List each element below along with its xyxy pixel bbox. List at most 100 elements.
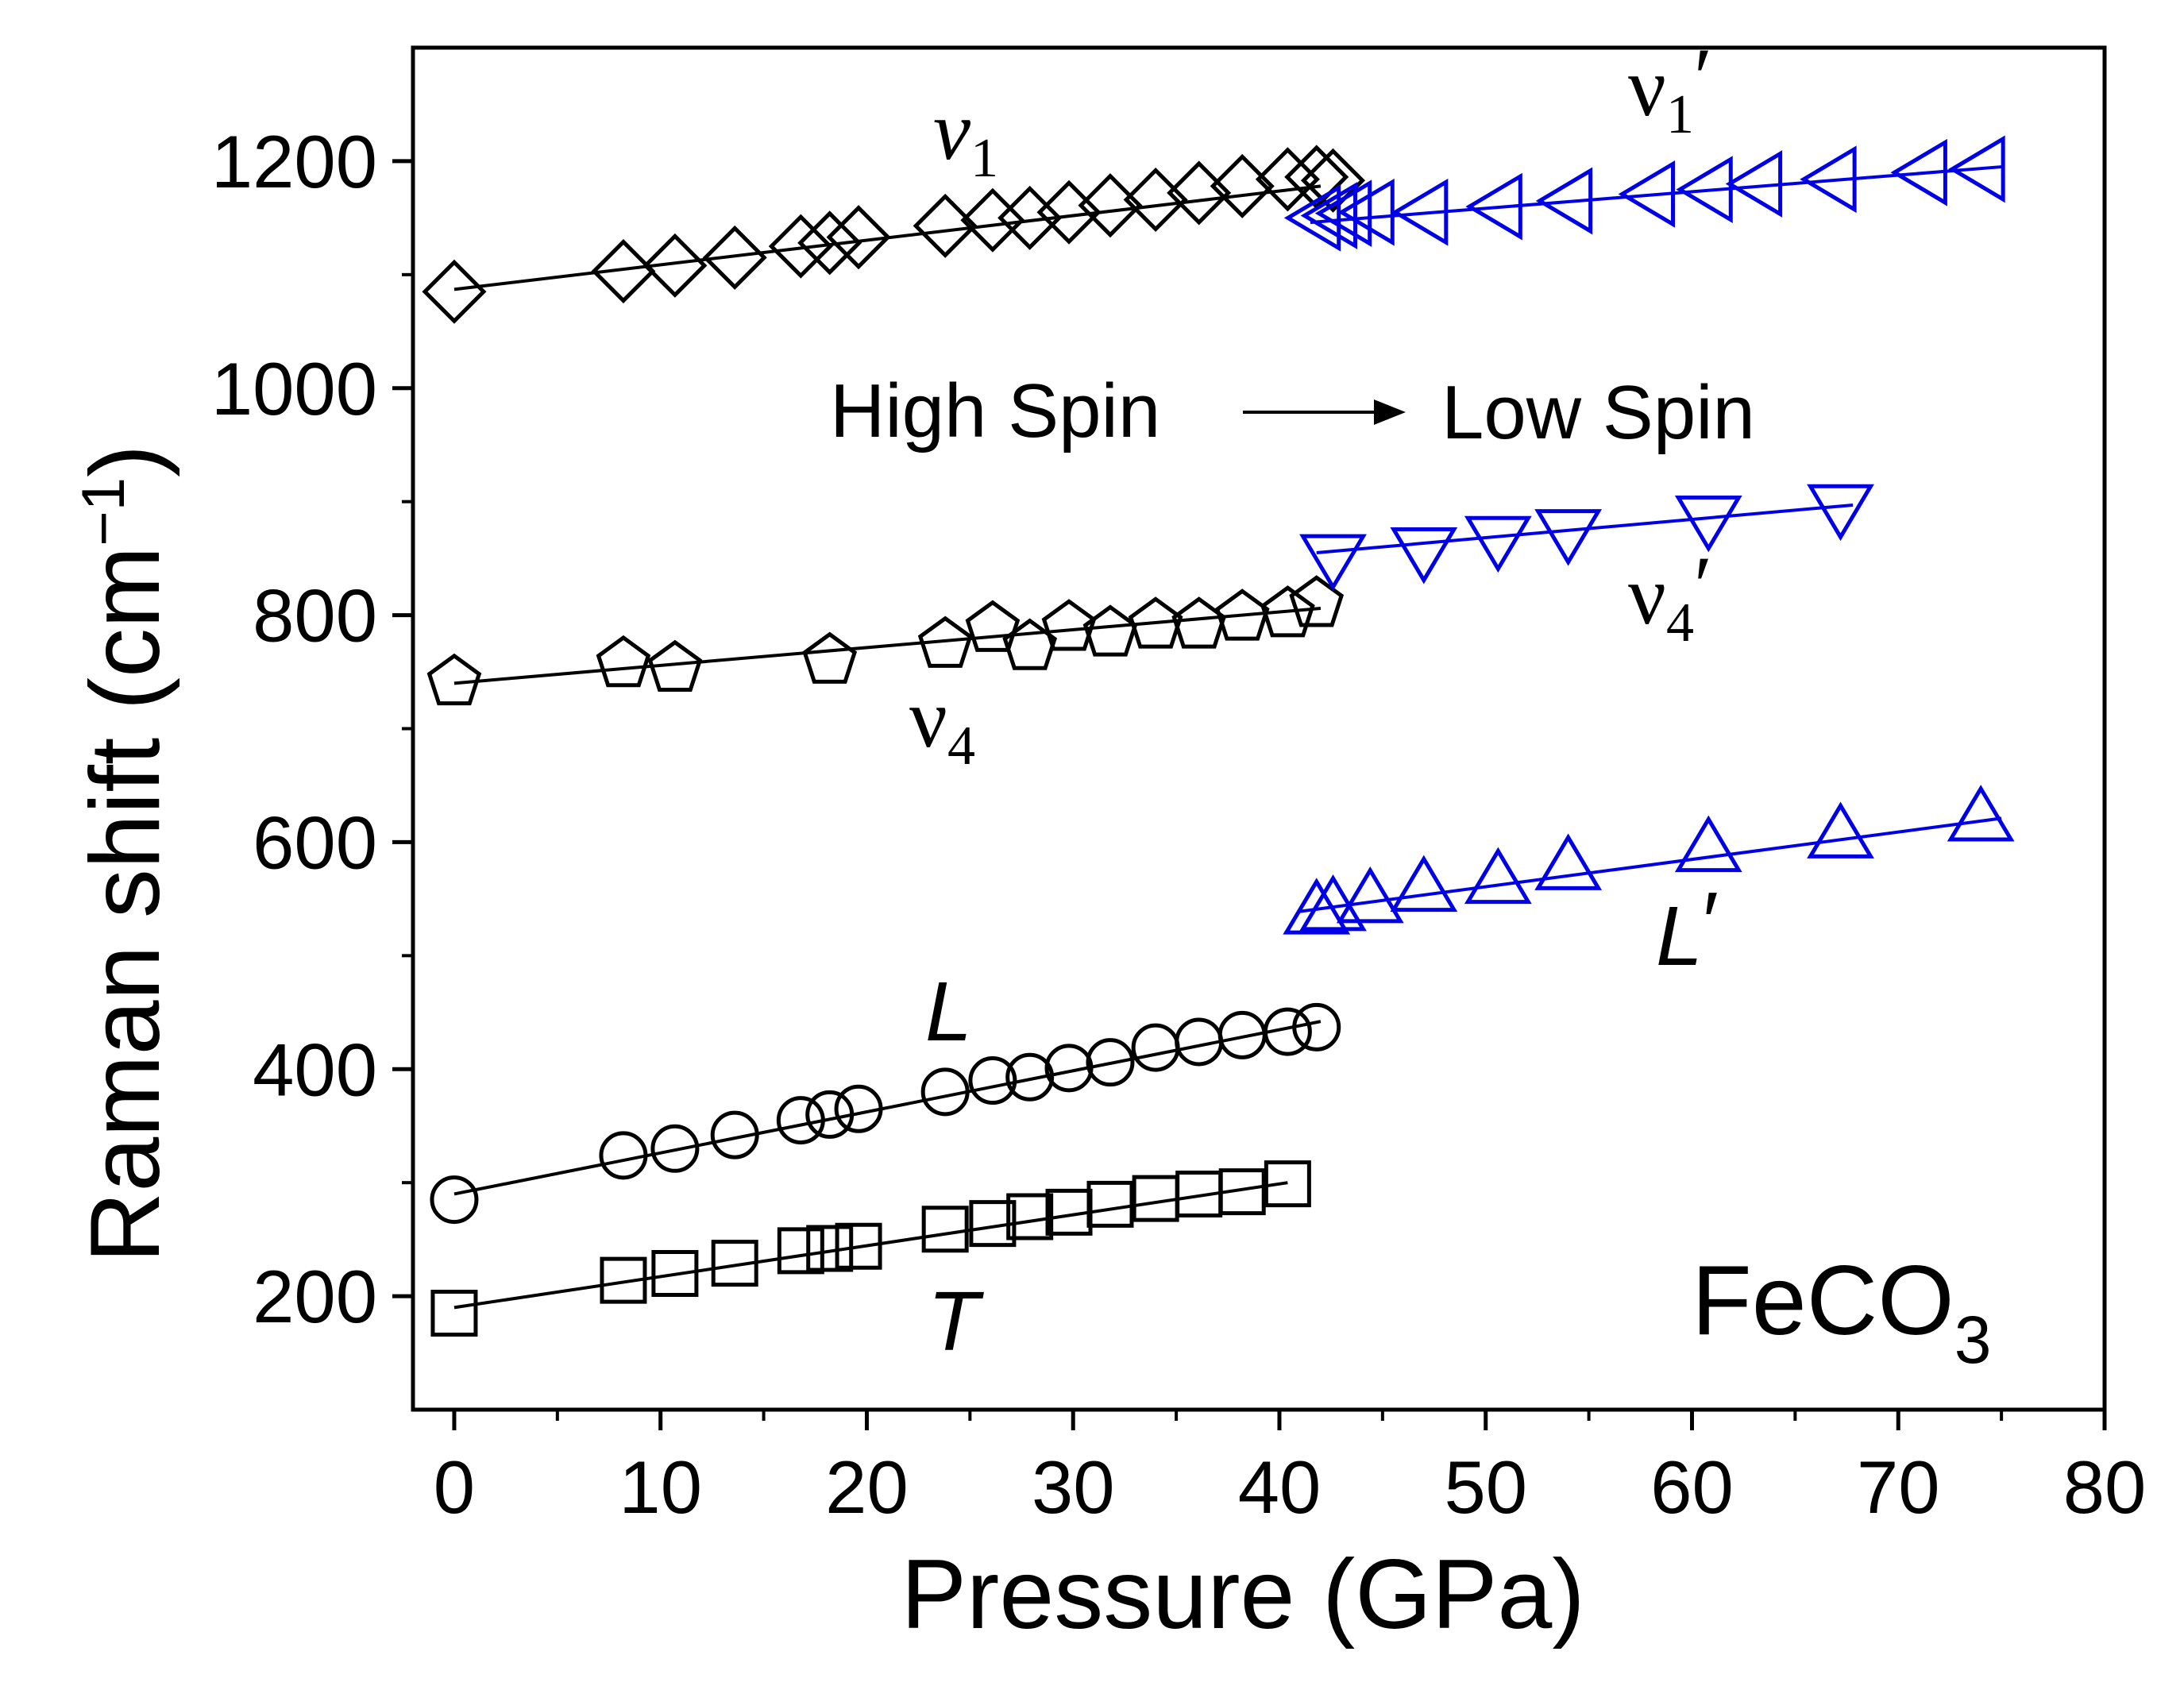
point-series-6-11 [1086,1180,1134,1228]
point-series-6-15 [1264,1160,1311,1208]
point-series-5-7 [1807,801,1874,859]
label-nu4p-prime: ′ [1694,539,1712,632]
point-series-3-5 [1807,484,1874,542]
point-series-6-2 [651,1250,699,1297]
label-nu1: ν1 [933,84,998,189]
point-series-0-15 [1255,147,1320,212]
y-tick-label: 1200 [211,120,377,203]
point-series-1-2 [1314,179,1372,248]
point-series-5-8 [1947,785,2015,842]
point-series-1-1 [1300,182,1358,249]
label-Lp-base: L [1656,889,1703,983]
point-series-6-9 [1006,1193,1054,1240]
high-spin-label: High Spin [830,368,1160,453]
point-series-4-3 [710,1110,759,1159]
low-spin-label: Low Spin [1441,370,1755,455]
point-series-6-8 [969,1200,1017,1248]
point-series-6-3 [711,1240,758,1287]
y-tick-label: 600 [253,801,377,884]
point-series-6-12 [1132,1175,1179,1222]
point-series-0-6 [826,205,891,270]
y-axis-title-main: Raman shift (cm [71,546,180,1264]
label-nu1p-prime: ′ [1694,31,1712,124]
point-series-4-8 [968,1056,1017,1105]
axes: 0 10 20 30 40 50 60 70 80 200 400 600 800 1000 1200 [211,45,2147,1529]
point-series-4-5 [805,1090,855,1139]
point-series-4-15 [1263,1007,1312,1056]
point-series-0-8 [960,187,1025,253]
point-series-3-3 [1534,509,1603,566]
fit-line-6 [453,1181,1288,1310]
point-series-4-16 [1292,1002,1341,1051]
fit-line-1 [1310,165,2002,225]
point-series-3-2 [1464,515,1532,573]
label-nu1-sub: 1 [970,128,998,189]
y-axis-title-close: ) [71,445,180,477]
point-series-0-5 [797,210,862,276]
compound-sub: 3 [1954,1302,1992,1377]
label-nu4p-base: ν [1628,549,1666,642]
label-L-prime: L′ [1656,875,1719,983]
point-series-0-0 [422,259,487,324]
y-tick-label: 800 [253,574,377,658]
label-nu4-sub: 4 [947,716,975,777]
fit-line-5 [1299,816,2002,913]
y-tick-label: 200 [253,1255,377,1338]
point-series-6-14 [1218,1168,1266,1216]
point-series-4-11 [1086,1038,1135,1087]
y-axis-title: Raman shift (cm−1) [70,445,180,1264]
point-series-3-1 [1390,527,1458,585]
point-series-1-4 [1391,178,1449,246]
label-nu4-base: ν [909,672,947,765]
point-series-5-2 [1336,866,1404,924]
point-series-1-6 [1535,167,1593,235]
point-series-0-9 [997,185,1063,250]
x-tick-label: 0 [434,1445,475,1529]
point-series-4-2 [650,1124,700,1173]
point-series-4-6 [834,1084,883,1133]
point-series-5-6 [1674,815,1742,873]
x-tick-label: 30 [1032,1445,1115,1529]
point-series-2-7 [1041,599,1097,651]
label-nu4p-sub: 4 [1666,592,1694,654]
compound-label: FeCO3 [1692,1246,1991,1377]
point-series-4-0 [430,1175,479,1225]
label-Lp-prime: ′ [1703,875,1719,969]
label-nu4-prime: ν4′ [1628,539,1712,654]
x-tick-label: 40 [1238,1445,1322,1529]
fit-lines [453,165,2002,1310]
point-series-0-17 [1300,148,1366,213]
point-series-6-0 [430,1290,478,1337]
point-series-6-10 [1045,1188,1093,1236]
label-T: T [928,1275,985,1368]
x-tick-label: 60 [1650,1445,1734,1529]
point-series-2-1 [596,635,651,688]
point-series-0-10 [1036,179,1102,245]
point-series-5-0 [1283,878,1351,935]
point-series-2-5 [965,600,1021,652]
point-series-1-5 [1465,172,1522,241]
x-tick-label: 50 [1444,1445,1527,1529]
label-nu1-prime: ν1′ [1628,31,1712,145]
x-tick-label: 80 [2063,1445,2147,1529]
x-axis-title: Pressure (GPa) [901,1540,1584,1649]
point-series-2-4 [917,615,973,668]
point-series-1-0 [1283,183,1341,252]
transition-arrow [1243,399,1406,425]
data-points [422,135,2015,1337]
point-series-1-9 [1725,150,1783,218]
label-nu4: ν4 [909,672,975,777]
x-tick-label: 20 [825,1445,909,1529]
point-series-0-4 [768,214,833,279]
label-T-base: T [928,1275,985,1368]
point-series-4-4 [776,1096,825,1145]
y-tick-label: 1000 [211,347,377,430]
x-tick-label: 10 [619,1445,702,1529]
point-series-3-4 [1674,496,1742,553]
point-series-5-3 [1390,855,1458,913]
x-tick-label: 70 [1857,1445,1940,1529]
label-L: L [925,965,972,1059]
point-series-0-1 [591,239,656,304]
label-L-base: L [925,965,972,1059]
y-tick-label: 400 [253,1028,377,1111]
